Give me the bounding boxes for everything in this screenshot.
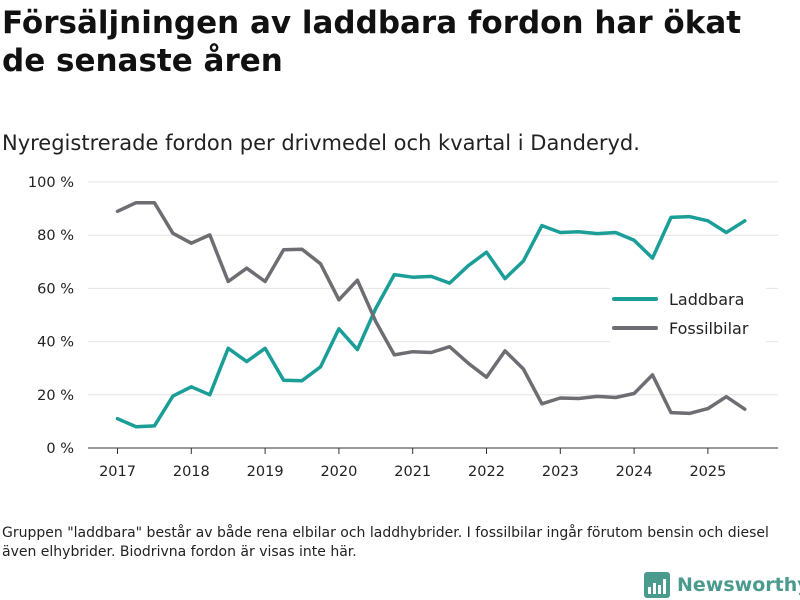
- series-lines: [115, 200, 747, 429]
- x-tick-label: 2024: [616, 464, 653, 480]
- x-tick-label: 2020: [320, 464, 357, 480]
- x-tick-label: 2025: [689, 464, 726, 480]
- x-tick-label: 2023: [542, 464, 579, 480]
- chart-title: Försäljningen av laddbara fordon har öka…: [2, 5, 742, 79]
- series-line-fossilbilar: [115, 200, 747, 416]
- y-tick-label: 20 %: [37, 388, 74, 404]
- x-tick-label: 2021: [394, 464, 431, 480]
- y-tick-label: 0 %: [46, 441, 74, 457]
- y-tick-label: 80 %: [37, 228, 74, 244]
- chart-subtitle: Nyregistrerade fordon per drivmedel och …: [2, 131, 640, 155]
- legend-background: [610, 285, 766, 349]
- y-tick-label: 60 %: [37, 281, 74, 297]
- newsworthy-logo-icon: [644, 572, 670, 598]
- x-tick-label: 2019: [247, 464, 284, 480]
- legend-label: Fossilbilar: [669, 319, 749, 338]
- legend-label: Laddbara: [669, 290, 744, 309]
- brand-name: Newsworthy: [677, 574, 800, 596]
- legend: Laddbara Fossilbilar: [610, 285, 766, 349]
- brand-logo: Newsworthy: [644, 570, 800, 600]
- x-tick-label: 2018: [173, 464, 210, 480]
- axes: 0 % 20 % 40 % 60 % 80 % 100 % 2017 2018 2019 2020…: [28, 175, 778, 480]
- y-tick-label: 100 %: [28, 175, 74, 191]
- y-tick-label: 40 %: [37, 335, 74, 351]
- x-tick-label: 2022: [468, 464, 505, 480]
- x-tick-label: 2017: [99, 464, 136, 480]
- footnote: Gruppen "laddbara" består av både rena e…: [2, 525, 769, 560]
- line-chart: 0 % 20 % 40 % 60 % 80 % 100 % 2017 2018 2019 2020…: [28, 175, 778, 480]
- series-line-laddbara: [115, 214, 747, 429]
